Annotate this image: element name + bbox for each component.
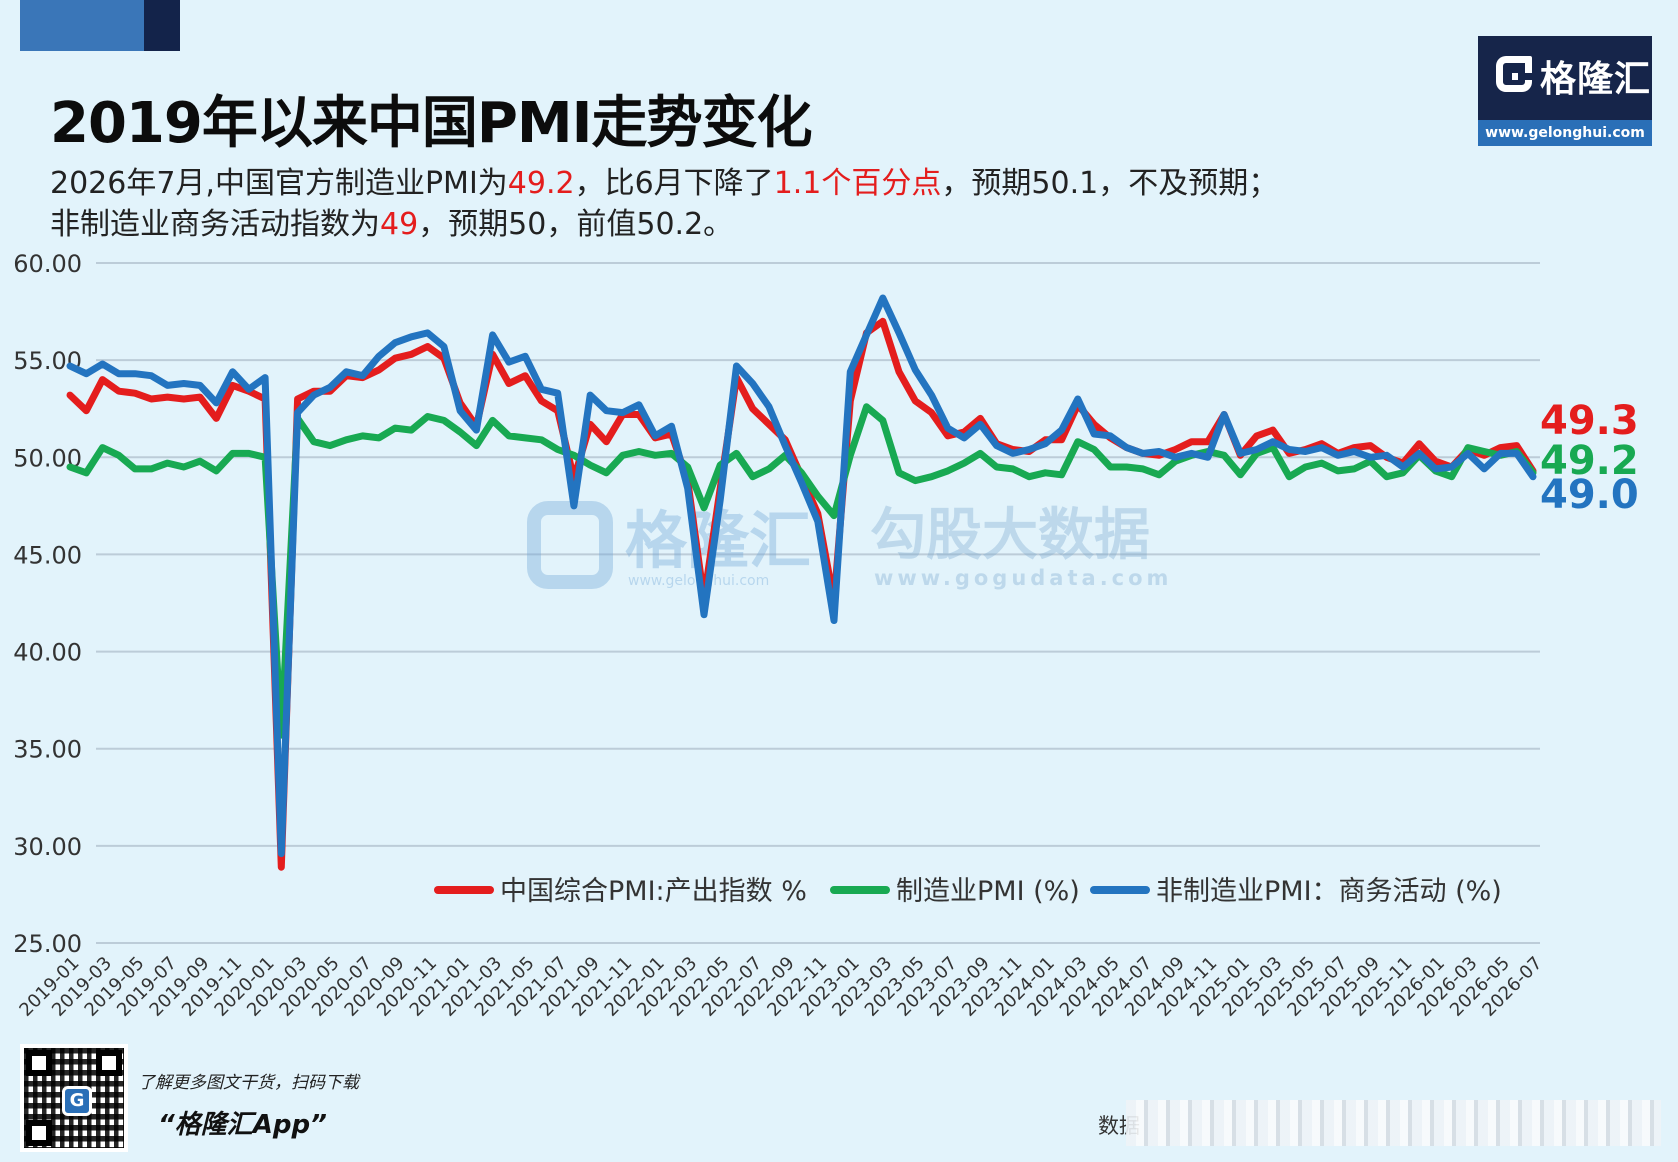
subtitle-text: ，预期50，前值50.2。 (418, 207, 734, 242)
qr-finder (96, 1050, 122, 1076)
grid-lines (96, 262, 1540, 944)
subtitle-text: 2026年7月,中国官方制造业PMI为 (50, 166, 508, 201)
promo-app-name[interactable]: “格隆汇App” (158, 1110, 327, 1140)
x-axis: 2019-012019-032019-052019-072019-092019-… (15, 953, 1546, 1021)
subtitle-line-1: 2026年7月,中国官方制造业PMI为49.2，比6月下降了1.1个百分点，预期… (50, 158, 1470, 202)
y-tick-label: 35.00 (13, 736, 82, 764)
series-line-2 (66, 403, 1537, 739)
promo-text: 了解更多图文干货，扫码下载 (138, 1073, 359, 1093)
corner-accent-bar-dark (144, 0, 180, 51)
subtitle-line-2: 非制造业商务活动指数为49，预期50，前值50.2。 (50, 199, 1470, 243)
blurred-source-text (1126, 1100, 1661, 1146)
logo-g-icon (1496, 56, 1532, 92)
subtitle-text: ，比6月下降了 (574, 166, 774, 201)
series-line-3 (66, 294, 1537, 858)
qr-code[interactable]: G (20, 1044, 128, 1152)
legend-label-3: 非制造业PMI：商务活动 (%) (1156, 876, 1502, 907)
qr-logo-icon: G (62, 1086, 92, 1116)
pmi-line-chart: 25.0030.0035.0040.0045.0050.0055.0060.00… (13, 250, 1639, 1021)
subtitle-text: ，预期50.1，不及预期； (941, 166, 1279, 201)
legend-label-1: 中国综合PMI:产出指数 % (500, 876, 807, 907)
logo-url: www.gelonghui.com (1478, 120, 1652, 146)
y-tick-label: 40.00 (13, 639, 82, 667)
subtitle-highlight-value: 49.2 (507, 166, 575, 201)
end-value-label-3: 49.0 (1540, 472, 1639, 518)
legend: 中国综合PMI:产出指数 % 制造业PMI (%) 非制造业PMI：商务活动 (%) (434, 876, 1502, 907)
qr-finder (26, 1120, 52, 1146)
y-tick-label: 60.00 (13, 250, 82, 278)
y-tick-label: 45.00 (13, 541, 82, 569)
subtitle-highlight-change: 1.1个百分点 (773, 166, 942, 201)
watermark: 格隆汇 www.gelonghui.com 勾股大数据 www.gogudata… (527, 501, 1172, 590)
watermark-logo-icon (527, 501, 613, 589)
end-value-label-1: 49.3 (1540, 398, 1639, 444)
end-value-label-2: 49.2 (1540, 438, 1639, 484)
subtitle-highlight-value: 49 (380, 207, 419, 242)
qr-finder (26, 1050, 52, 1076)
watermark-right-url: www.gogudata.com (874, 566, 1172, 590)
watermark-right-name: 勾股大数据 (870, 503, 1150, 568)
series-lines (66, 294, 1537, 871)
y-tick-label: 55.00 (13, 347, 82, 375)
legend-label-2: 制造业PMI (%) (896, 876, 1080, 907)
page-title: 2019年以来中国PMI走势变化 (50, 91, 812, 156)
y-tick-label: 25.00 (13, 930, 82, 958)
brand-logo[interactable]: 格隆汇 www.gelonghui.com (1478, 36, 1652, 146)
y-tick-label: 30.00 (13, 833, 82, 861)
subtitle-text: 非制造业商务活动指数为 (50, 207, 380, 242)
logo-name: 格隆汇 (1540, 59, 1652, 100)
end-labels: 49.349.249.0 (1540, 398, 1639, 518)
